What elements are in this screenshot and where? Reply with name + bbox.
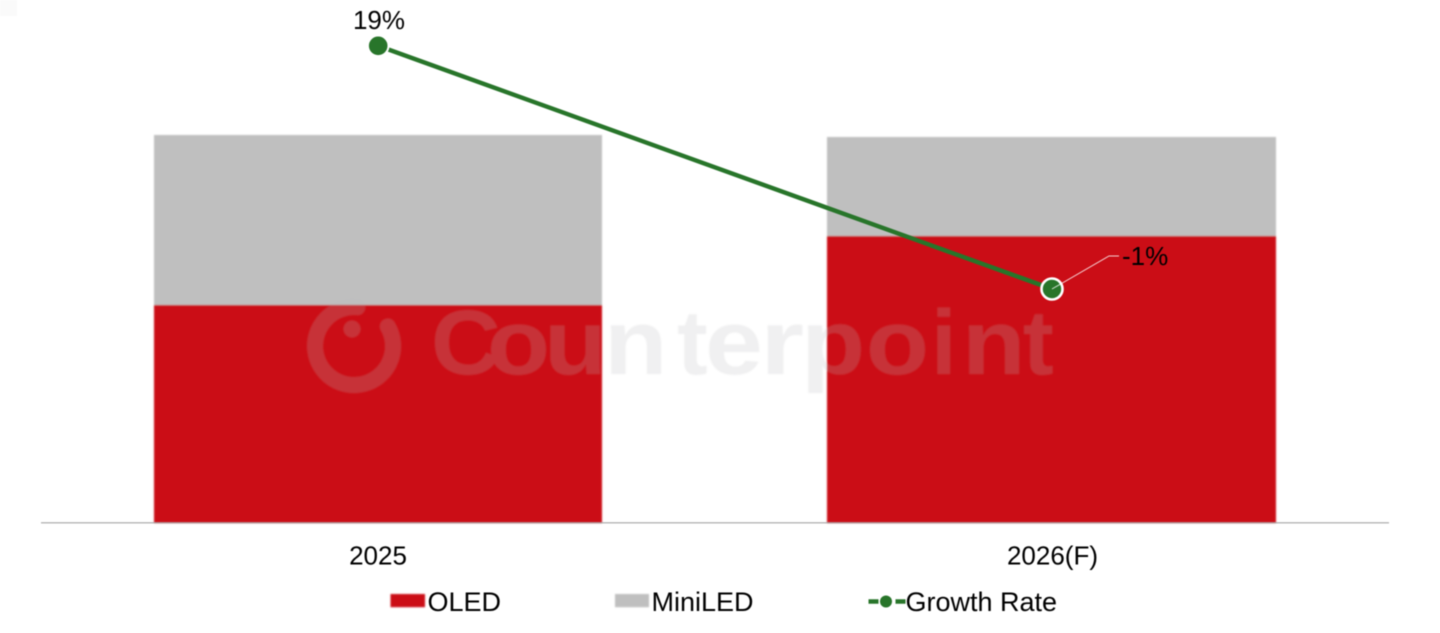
- svg-text:OLED: OLED: [428, 587, 502, 617]
- svg-text:r: r: [760, 291, 804, 394]
- svg-text:u: u: [544, 291, 607, 394]
- svg-text:-1%: -1%: [1122, 241, 1168, 271]
- svg-text:C: C: [431, 291, 501, 393]
- svg-text:e: e: [705, 291, 763, 394]
- svg-text:o: o: [866, 291, 929, 394]
- svg-text:n: n: [604, 291, 668, 394]
- svg-text:Growth Rate: Growth Rate: [906, 587, 1058, 617]
- svg-text:o: o: [487, 291, 550, 394]
- svg-text:19%: 19%: [353, 5, 405, 35]
- svg-text:MiniLED: MiniLED: [652, 587, 754, 617]
- svg-text:t: t: [1023, 292, 1054, 394]
- svg-text:t: t: [677, 292, 708, 394]
- svg-text:2026(F): 2026(F): [1007, 540, 1098, 570]
- svg-text:2025: 2025: [349, 540, 407, 570]
- svg-text:i: i: [931, 292, 957, 394]
- svg-text:n: n: [962, 291, 1026, 394]
- svg-text:p: p: [801, 291, 865, 394]
